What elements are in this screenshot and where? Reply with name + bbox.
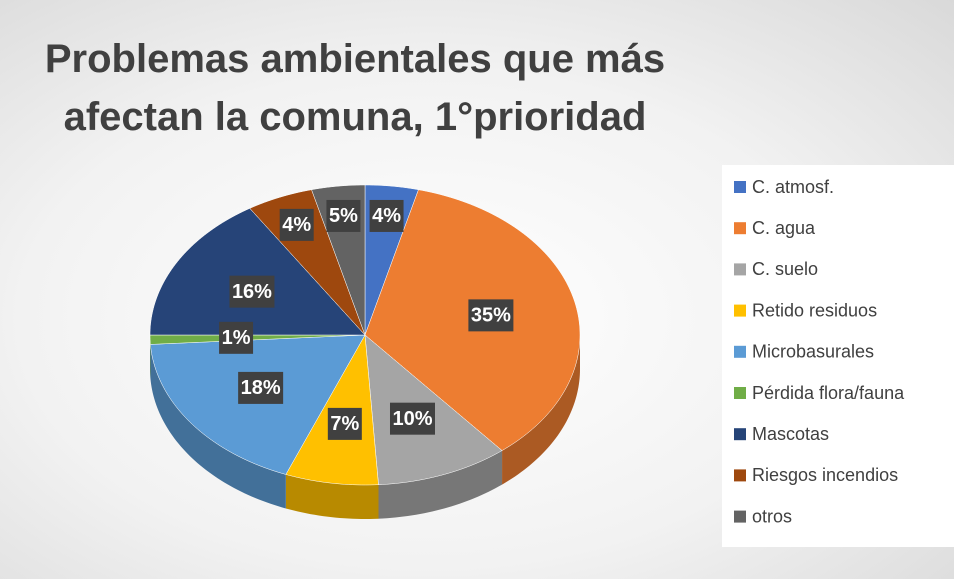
pie-side [502, 335, 580, 485]
legend-label: Riesgos incendios [752, 465, 898, 485]
data-label: 16% [232, 281, 272, 303]
legend-swatch [734, 345, 746, 358]
data-label: 18% [241, 377, 281, 399]
data-label-box [279, 208, 314, 241]
data-label-box [219, 321, 254, 354]
data-label-box [327, 407, 362, 440]
legend-label: C. atmosf. [752, 177, 834, 197]
legend-label: Mascotas [752, 424, 829, 444]
data-label-box [326, 199, 361, 232]
pie-side [285, 474, 379, 519]
pie-slice [149, 208, 366, 336]
data-label: 1% [222, 327, 251, 349]
pie-slice [150, 334, 366, 475]
data-label: 35% [471, 305, 511, 327]
data-label-box [229, 275, 275, 308]
legend-swatch [734, 428, 746, 441]
data-label: 7% [330, 413, 359, 435]
pie-side [150, 344, 286, 509]
data-label: 10% [392, 408, 432, 430]
data-label-box [389, 402, 435, 435]
data-label: 5% [329, 205, 358, 227]
legend-label: Microbasurales [752, 342, 874, 362]
data-label: 4% [372, 205, 401, 227]
data-label-box [468, 299, 514, 332]
legend-swatch [734, 469, 746, 482]
legend-label: Pérdida flora/fauna [752, 383, 905, 403]
legend-box [722, 165, 954, 547]
data-label-box [369, 199, 404, 232]
legend-swatch [734, 510, 746, 523]
legend-label: otros [752, 506, 792, 526]
data-label: 4% [282, 214, 311, 236]
legend-swatch [734, 222, 746, 235]
legend-label: Retido residuos [752, 300, 877, 320]
pie-slice [249, 189, 366, 336]
chart-title: Problemas ambientales que más afectan la… [44, 37, 666, 139]
legend-swatch [734, 263, 746, 276]
legend-label: C. agua [752, 218, 816, 238]
pie-side [378, 450, 503, 519]
legend-label: C. suelo [752, 259, 818, 279]
legend-swatch [734, 304, 746, 317]
data-label-box [238, 371, 284, 404]
legend-swatch [734, 181, 746, 193]
legend-swatch [734, 387, 746, 399]
